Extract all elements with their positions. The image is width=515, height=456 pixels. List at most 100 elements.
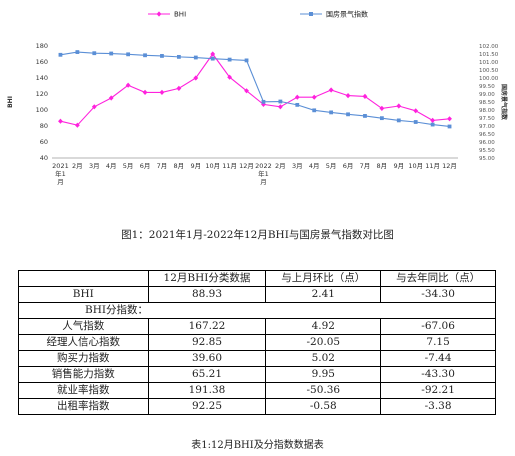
legend-marker [156, 11, 162, 17]
x-tick-label: 12月 [239, 162, 254, 170]
x-tick-label: 8月 [377, 162, 388, 170]
bhi-point [430, 117, 436, 123]
x-tick-label-line: 10月 [205, 162, 220, 170]
left-tick-label: 60 [40, 138, 48, 146]
bhi-point [362, 93, 368, 99]
x-tick-label-line: 月 [57, 178, 64, 186]
bhi-point [74, 122, 80, 128]
row-value: 92.85 [147, 334, 267, 351]
national-index-point [430, 122, 435, 127]
x-tick-label-line: 2月 [275, 162, 286, 170]
national-index-point [261, 99, 266, 104]
x-tick-label-line: 2021 [52, 162, 69, 170]
national-index-point [379, 116, 384, 121]
x-tick-label-line: 7月 [360, 162, 371, 170]
national-index-point [244, 58, 249, 63]
bhi-point [108, 95, 114, 101]
right-tick-label: 96.50 [479, 132, 495, 138]
x-tick-label-line: 7月 [157, 162, 168, 170]
row-yoy: -43.30 [380, 366, 496, 383]
x-tick-label: 10月 [408, 162, 423, 170]
x-tick-label: 2月 [275, 162, 286, 170]
bhi-point [227, 74, 233, 80]
bhi-point [125, 82, 131, 88]
bhi-point [311, 94, 317, 100]
x-tick-label: 3月 [292, 162, 303, 170]
row-mom: 9.95 [265, 366, 382, 383]
x-tick-label-line: 6月 [140, 162, 151, 170]
right-axis-label: 国房景气指数 [500, 84, 508, 121]
x-tick-label-line: 11月 [222, 162, 237, 170]
x-tick-label-line: 3月 [89, 162, 100, 170]
row-mom: -20.05 [265, 334, 382, 351]
x-tick-label: 7月 [360, 162, 371, 170]
national-index-point [413, 120, 418, 124]
x-tick-label: 11月 [425, 162, 440, 170]
x-tick-label-line: 4月 [106, 162, 117, 170]
x-tick-label: 6月 [343, 162, 354, 170]
x-tick-label: 2022 年1 月 [255, 162, 272, 186]
bhi-point [413, 108, 419, 114]
x-tick-label: 10月 [205, 162, 220, 170]
table-row: 经理人信心指数 92.85 -20.05 7.15 [18, 334, 496, 351]
x-tick-label: 4月 [106, 162, 117, 170]
table-header-cell: 12月BHI分类数据 [147, 270, 267, 287]
row-value: 92.25 [147, 398, 267, 415]
x-tick-label-line: 2月 [72, 162, 83, 170]
bhi-point [328, 87, 334, 93]
x-tick-label: 12月 [442, 162, 457, 170]
x-tick-label-line: 2022 [255, 162, 272, 170]
right-tick-label: 101.50 [479, 52, 499, 58]
table-row: 销售能力指数 65.21 9.95 -43.30 [18, 366, 496, 383]
right-tick-label: 96.00 [479, 140, 495, 146]
national-index-point [92, 51, 97, 56]
x-tick-label: 9月 [190, 162, 201, 170]
row-label: 人气指数 [18, 318, 149, 335]
x-axis-ticks: 2021 年1 月2月 3月 4月 5月 6月 7月 8月 9月 10月 11月 12月 2022 年1 月2… [52, 162, 457, 186]
bhi-point [142, 89, 148, 95]
national-index-point [278, 99, 283, 104]
national-index-point [58, 52, 63, 57]
right-tick-label: 98.00 [479, 108, 495, 114]
x-tick-label: 6月 [140, 162, 151, 170]
table-row: 购买力指数 39.60 5.02 -7.44 [18, 350, 496, 367]
x-tick-label-line: 8月 [174, 162, 185, 170]
right-tick-label: 100.50 [479, 68, 499, 74]
series-points [58, 50, 452, 129]
x-tick-label-line: 8月 [377, 162, 388, 170]
right-tick-label: 95.50 [479, 148, 495, 154]
national-index-point [396, 118, 401, 123]
national-index-point [227, 57, 232, 62]
right-tick-label: 101.00 [479, 60, 499, 66]
x-tick-label-line: 11月 [425, 162, 440, 170]
national-index-point [126, 52, 131, 57]
row-label: 销售能力指数 [18, 366, 149, 383]
x-tick-label-line: 10月 [408, 162, 423, 170]
bhi-point [396, 103, 402, 109]
row-mom: -50.36 [265, 382, 382, 399]
series-line-1 [60, 51, 450, 128]
national-index-point [447, 124, 452, 129]
row-yoy: -67.06 [380, 318, 496, 335]
table-row: 出租率指数 92.25 -0.58 -3.38 [18, 398, 496, 415]
x-tick-label-line: 9月 [190, 162, 201, 170]
bhi-point [277, 104, 283, 110]
national-index-point [176, 54, 181, 59]
left-tick-label: 180 [36, 42, 48, 50]
chart-legend: BHI 国房景气指数 [148, 10, 368, 19]
row-value: 167.22 [147, 318, 267, 335]
table-caption: 表1:12月BHI及分指数数据表 [191, 440, 324, 451]
left-tick-label: 120 [36, 90, 48, 98]
bhi-point [91, 104, 97, 110]
right-tick-label: 97.50 [479, 116, 495, 122]
national-index-point [329, 110, 334, 115]
row-mom: -0.58 [265, 398, 382, 415]
national-index-point [75, 50, 80, 54]
x-tick-label: 3月 [89, 162, 100, 170]
bhi-point [294, 94, 300, 100]
x-tick-label-line: 5月 [326, 162, 337, 170]
bhi-point [345, 93, 351, 99]
row-yoy: 7.15 [380, 334, 496, 351]
row-label: 购买力指数 [18, 350, 149, 367]
x-tick-label: 5月 [326, 162, 337, 170]
